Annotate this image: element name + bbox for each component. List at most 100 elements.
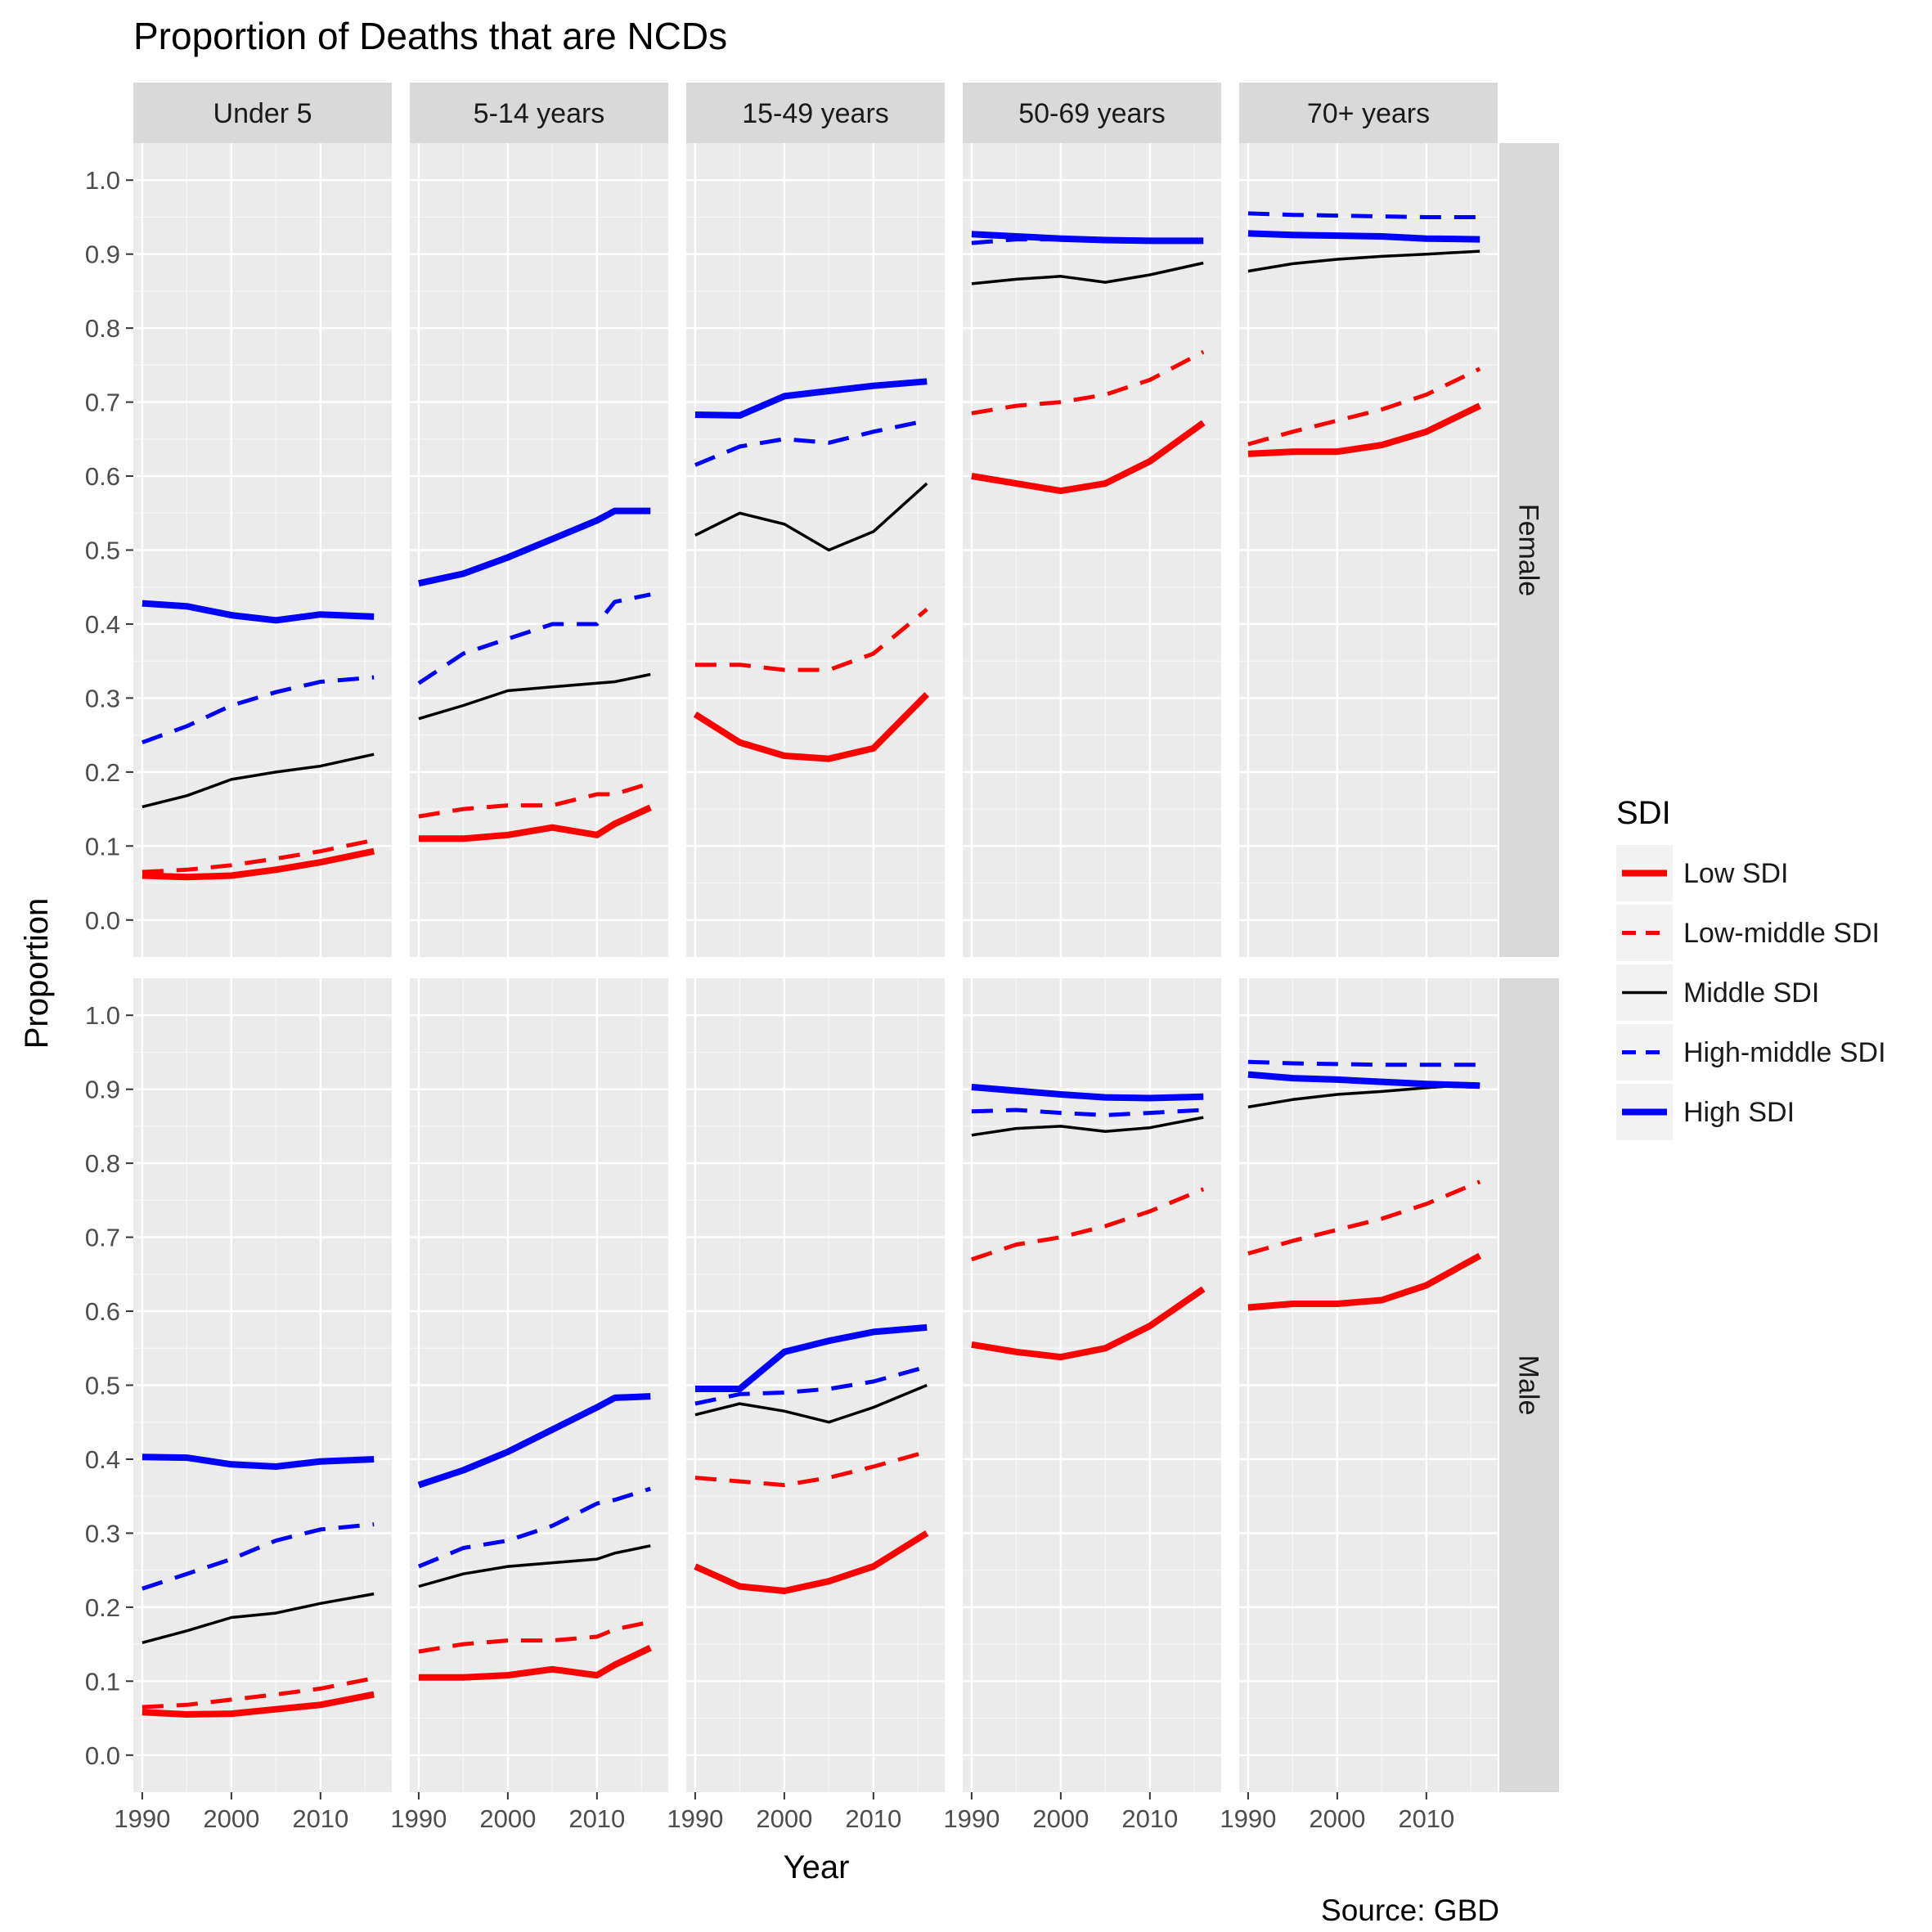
legend-item-middle-sdi: Middle SDI: [1616, 964, 1819, 1021]
series-line-low-middle-sdi-male-15-49-years: [694, 1449, 928, 1488]
y-tick-label: 0.0: [85, 1741, 120, 1770]
facet-panels: Under 5 5-14 years 15-49 years 50-69 years 7…: [133, 83, 1559, 1792]
series-line-low-sdi-female-70-years: [1247, 402, 1481, 457]
facet-strip-5-14-years: [410, 83, 668, 143]
panel-female-5-14-years: [410, 143, 668, 957]
y-tick-label: 0.8: [85, 314, 120, 343]
legend-title: SDI: [1616, 795, 1671, 831]
series-line-low-sdi-female-15-49-years: [693, 692, 930, 762]
facet-label-male: Male: [1513, 1355, 1544, 1416]
y-tick-label: 0.3: [85, 684, 120, 712]
y-tick-label: 0.7: [85, 1224, 120, 1252]
legend-label: Low SDI: [1683, 858, 1789, 889]
y-tick-label: 0.8: [85, 1149, 120, 1178]
legend: SDI Low SDI Low-middle SDI Middle SDI High-…: [1616, 795, 1886, 1140]
legend-item-low-middle-sdi: Low-middle SDI: [1616, 905, 1880, 961]
x-tick-label: 2010: [845, 1804, 901, 1833]
series-line-middle-sdi-male-50-69-years: [971, 1116, 1204, 1137]
series-line-high-sdi-female-under-5: [142, 600, 375, 624]
panel-male-5-14-years: [410, 978, 668, 1792]
series-line-low-middle-sdi-male-50-69-years: [971, 1187, 1205, 1262]
series-line-middle-sdi-female-15-49-years: [694, 482, 928, 552]
y-tick-label: 0.1: [85, 832, 120, 860]
series-line-low-sdi-male-70-years: [1247, 1252, 1482, 1311]
x-tick-label: 2010: [1121, 1804, 1178, 1833]
series-line-high-middle-sdi-male-5-14-years: [417, 1486, 651, 1569]
legend-item-high-middle-sdi: High-middle SDI: [1616, 1024, 1886, 1081]
series-line-middle-sdi-female-5-14-years: [418, 672, 651, 721]
x-tick-label: 1990: [943, 1804, 1000, 1833]
facet-strip-male: [1499, 978, 1559, 1792]
series-line-low-middle-sdi-male-70-years: [1247, 1179, 1481, 1256]
x-tick-label: 1990: [390, 1804, 447, 1833]
series-line-low-sdi-female-50-69-years: [971, 420, 1206, 495]
series-line-low-middle-sdi-female-50-69-years: [971, 349, 1205, 416]
caption: Source: GBD: [1321, 1894, 1499, 1927]
series-line-high-sdi-female-15-49-years: [694, 378, 928, 419]
legend-item-high-sdi: High SDI: [1616, 1084, 1795, 1140]
series-line-high-sdi-male-50-69-years: [971, 1084, 1204, 1102]
series-line-low-sdi-female-5-14-years: [418, 804, 652, 842]
chart-title: Proportion of Deaths that are NCDs: [133, 15, 727, 57]
series-line-high-middle-sdi-female-under-5: [142, 675, 375, 745]
series-line-low-sdi-female-under-5: [142, 847, 375, 881]
y-tick-label: 0.2: [85, 758, 120, 787]
y-tick-label: 0.6: [85, 1297, 120, 1326]
series-line-low-sdi-male-50-69-years: [971, 1286, 1206, 1361]
series-line-high-middle-sdi-female-5-14-years: [417, 592, 651, 685]
series-line-low-middle-sdi-female-15-49-years: [694, 607, 928, 672]
y-axes: 0.0 0.1 0.2 0.3 0.4 0.5 0.6 0.7 0.8 0.9 1.0 0.0 0.1 0…: [85, 166, 133, 1770]
series-line-high-middle-sdi-female-70-years: [1247, 211, 1480, 219]
series-line-middle-sdi-male-under-5: [142, 1592, 375, 1644]
legend-label: Middle SDI: [1683, 977, 1819, 1009]
series-line-high-sdi-female-5-14-years: [418, 507, 651, 587]
y-tick-label: 0.9: [85, 1076, 120, 1104]
facet-label-70-years: 70+ years: [1307, 98, 1430, 129]
series-line-low-middle-sdi-female-5-14-years: [418, 781, 651, 819]
series-line-high-middle-sdi-male-50-69-years: [971, 1108, 1204, 1117]
legend-label: Low-middle SDI: [1683, 918, 1880, 949]
series-line-high-sdi-female-50-69-years: [971, 231, 1204, 245]
y-tick-label: 0.4: [85, 1445, 120, 1474]
facet-label-5-14-years: 5-14 years: [474, 98, 605, 129]
facet-strip-70-years: [1239, 83, 1498, 143]
x-tick-label: 2000: [479, 1804, 536, 1833]
series-line-high-middle-sdi-male-15-49-years: [694, 1364, 928, 1406]
facet-strip-15-49-years: [686, 83, 945, 143]
y-tick-label: 0.0: [85, 906, 120, 935]
x-tick-label: 2000: [203, 1804, 259, 1833]
series-line-middle-sdi-female-50-69-years: [971, 261, 1204, 285]
series-line-low-middle-sdi-male-under-5: [142, 1676, 375, 1710]
series-line-low-middle-sdi-female-70-years: [1247, 366, 1481, 447]
y-tick-label: 1.0: [85, 166, 120, 195]
series-line-low-middle-sdi-male-5-14-years: [418, 1620, 651, 1654]
series-line-high-sdi-male-under-5: [142, 1453, 375, 1470]
legend-label: High SDI: [1683, 1097, 1795, 1128]
x-tick-label: 2010: [1398, 1804, 1454, 1833]
series-line-high-middle-sdi-male-70-years: [1247, 1059, 1480, 1067]
panel-female-70-years: [1239, 143, 1498, 957]
series-line-middle-sdi-male-5-14-years: [418, 1544, 651, 1588]
y-axis-title: Proportion: [19, 898, 55, 1049]
y-tick-label: 0.4: [85, 610, 120, 639]
y-tick-label: 1.0: [85, 1001, 120, 1030]
facet-strip-50-69-years: [963, 83, 1221, 143]
y-tick-label: 0.9: [85, 240, 120, 269]
x-tick-label: 1990: [1220, 1804, 1276, 1833]
x-tick-label: 1990: [667, 1804, 723, 1833]
series-line-low-sdi-male-5-14-years: [418, 1644, 652, 1681]
panel-female-15-49-years: [686, 143, 945, 957]
facet-label-50-69-years: 50-69 years: [1018, 98, 1166, 129]
panel-male-15-49-years: [686, 978, 945, 1792]
facet-label-female: Female: [1513, 504, 1544, 596]
y-tick-label: 0.1: [85, 1667, 120, 1696]
y-tick-label: 0.6: [85, 462, 120, 491]
x-axes: 1990 2000 2010 1990 2000 2010 1990 2000 2010 1990…: [114, 1792, 1454, 1833]
legend-item-low-sdi: Low SDI: [1616, 845, 1789, 901]
series-line-low-sdi-male-under-5: [142, 1691, 375, 1718]
series-line-high-sdi-female-70-years: [1247, 230, 1480, 243]
series-line-low-middle-sdi-female-under-5: [142, 838, 375, 874]
x-tick-label: 2000: [1309, 1804, 1365, 1833]
series-line-middle-sdi-female-under-5: [142, 753, 375, 809]
